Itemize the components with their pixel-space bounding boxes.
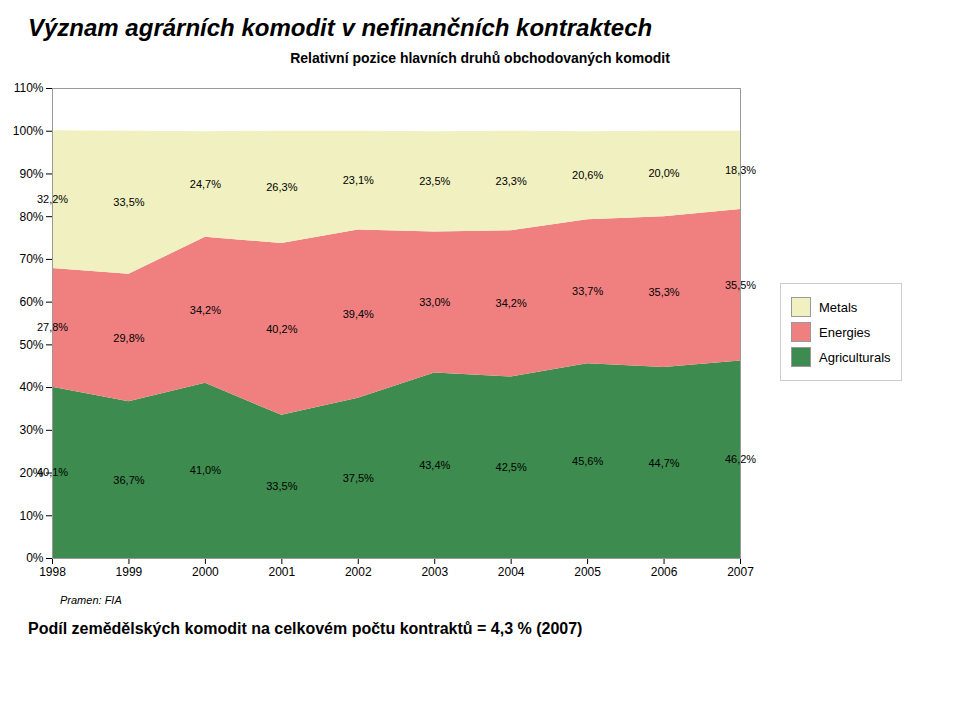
svg-text:36,7%: 36,7% <box>113 474 144 486</box>
svg-text:70%: 70% <box>19 252 43 266</box>
svg-text:24,7%: 24,7% <box>190 178 221 190</box>
svg-text:90%: 90% <box>19 167 43 181</box>
svg-text:40,2%: 40,2% <box>266 323 297 335</box>
svg-text:33,5%: 33,5% <box>266 480 297 492</box>
html-text:Podíl zemědělských komodit na: Podíl zemědělských komodit na celkovém p… <box>28 620 583 637</box>
svg-text:42,5%: 42,5% <box>496 461 527 473</box>
svg-text:23,1%: 23,1% <box>343 174 374 186</box>
svg-text:30%: 30% <box>19 423 43 437</box>
svg-text:41,0%: 41,0% <box>190 464 221 476</box>
svg-text:2005: 2005 <box>574 565 601 579</box>
svg-text:60%: 60% <box>19 295 43 309</box>
svg-text:20,0%: 20,0% <box>648 167 679 179</box>
html-text:Energies: Energies <box>819 324 871 340</box>
svg-text:2003: 2003 <box>421 565 448 579</box>
svg-text:23,5%: 23,5% <box>419 175 450 187</box>
svg-text:37,5%: 37,5% <box>343 472 374 484</box>
svg-text:110%: 110% <box>14 81 44 95</box>
svg-text:2000: 2000 <box>192 565 219 579</box>
html-text:Relativní pozice hlavních druh: Relativní pozice hlavních druhů obchodov… <box>290 50 670 66</box>
svg-text:43,4%: 43,4% <box>419 459 450 471</box>
svg-text:26,3%: 26,3% <box>266 181 297 193</box>
svg-text:2007: 2007 <box>727 565 754 579</box>
svg-text:100%: 100% <box>13 124 44 138</box>
svg-text:34,2%: 34,2% <box>496 297 527 309</box>
svg-text:40,1%: 40,1% <box>36 466 69 479</box>
svg-text:40%: 40% <box>19 380 43 394</box>
svg-text:50%: 50% <box>19 338 43 352</box>
svg-text:33,0%: 33,0% <box>419 296 450 308</box>
svg-text:29,8%: 29,8% <box>113 332 144 344</box>
svg-text:46,2%: 46,2% <box>724 453 757 466</box>
svg-text:10%: 10% <box>19 509 43 523</box>
html-text:Význam agrárních komodit v nef: Význam agrárních komodit v nefinančních … <box>28 14 653 41</box>
svg-text:2004: 2004 <box>498 565 525 579</box>
svg-text:2002: 2002 <box>345 565 372 579</box>
svg-text:0%: 0% <box>26 551 44 565</box>
svg-text:20%: 20% <box>19 465 44 480</box>
svg-text:2006: 2006 <box>651 565 678 579</box>
html-text:Pramen: FIA: Pramen: FIA <box>60 594 122 606</box>
svg-text:18,3%: 18,3% <box>724 163 757 176</box>
svg-text:32,2%: 32,2% <box>36 193 69 206</box>
svg-text:23,3%: 23,3% <box>496 175 527 187</box>
svg-text:39,4%: 39,4% <box>343 308 374 320</box>
svg-text:1999: 1999 <box>116 565 143 579</box>
svg-text:33,7%: 33,7% <box>572 285 603 297</box>
svg-text:35,5%: 35,5% <box>724 278 757 291</box>
svg-text:20,6%: 20,6% <box>572 169 603 181</box>
svg-text:34,2%: 34,2% <box>190 304 221 316</box>
svg-text:27,8%: 27,8% <box>36 321 69 334</box>
svg-text:35,3%: 35,3% <box>648 286 679 298</box>
svg-text:1998: 1998 <box>39 565 66 579</box>
svg-text:2001: 2001 <box>268 565 295 579</box>
svg-text:33,5%: 33,5% <box>113 196 144 208</box>
svg-text:44,7%: 44,7% <box>648 457 679 469</box>
html-text:Agriculturals: Agriculturals <box>819 349 891 365</box>
svg-text:45,6%: 45,6% <box>572 455 603 467</box>
svg-text:80%: 80% <box>19 210 43 224</box>
html-text:Metals: Metals <box>819 299 858 315</box>
